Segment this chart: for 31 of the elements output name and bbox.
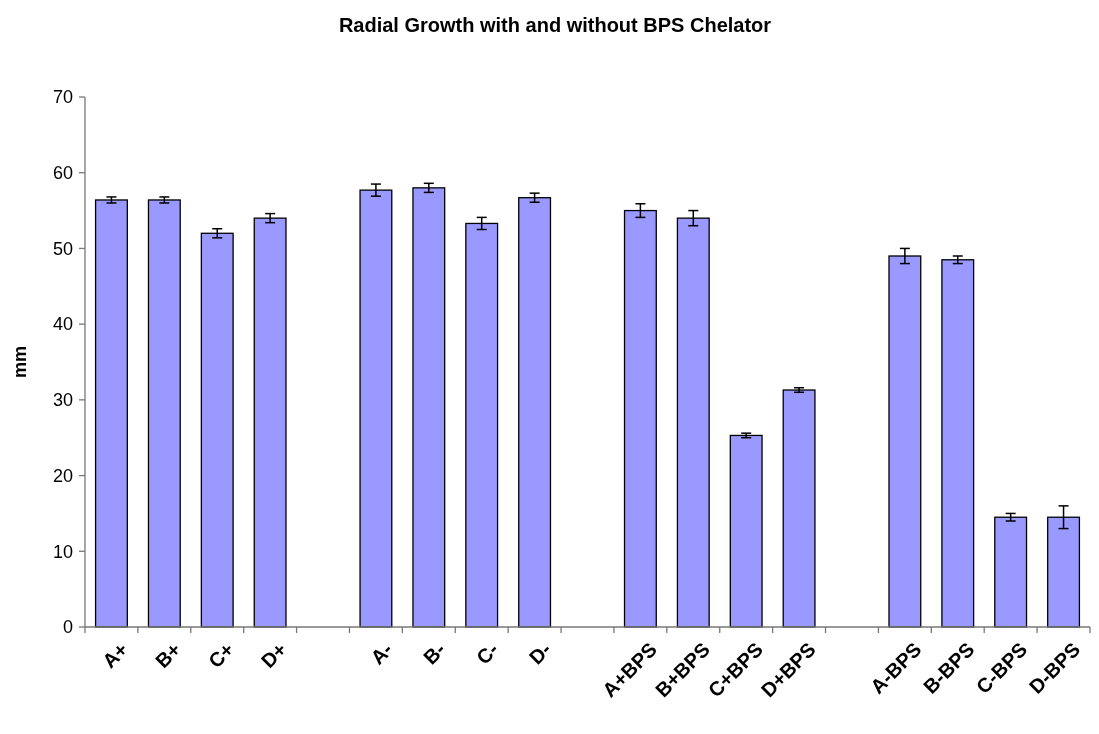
y-tick-label: 60 [52,163,73,184]
bar [518,197,552,628]
y-tick-label: 0 [62,617,73,638]
bar [729,434,763,628]
x-tick-label: C- [471,638,503,669]
y-tick-label: 70 [52,87,73,108]
y-tick-label: 20 [52,465,73,486]
y-axis-title: mm [10,345,30,379]
y-tick-label: 30 [52,390,73,411]
bar [465,222,499,628]
bar [941,259,975,628]
x-tick-label: B+ [151,638,186,673]
bar [623,209,657,628]
bar [147,199,181,628]
x-tick-label: C+ [203,638,238,673]
y-tick-label: 10 [52,541,73,562]
x-tick-label: A+ [98,638,133,673]
y-tick-label: 50 [52,238,73,259]
chart-title: Radial Growth with and without BPS Chelator [338,14,772,36]
bar [412,187,446,628]
y-tick-label: 40 [52,314,73,335]
bar [994,516,1028,628]
bar [200,232,234,628]
x-tick-label: D- [524,638,556,669]
x-tick-label: A- [366,638,397,669]
bar [94,199,128,628]
bar [359,189,393,628]
bar [782,389,816,628]
x-tick-label: D+ [256,638,291,673]
x-tick-label: B- [419,638,450,669]
bar [253,217,287,628]
